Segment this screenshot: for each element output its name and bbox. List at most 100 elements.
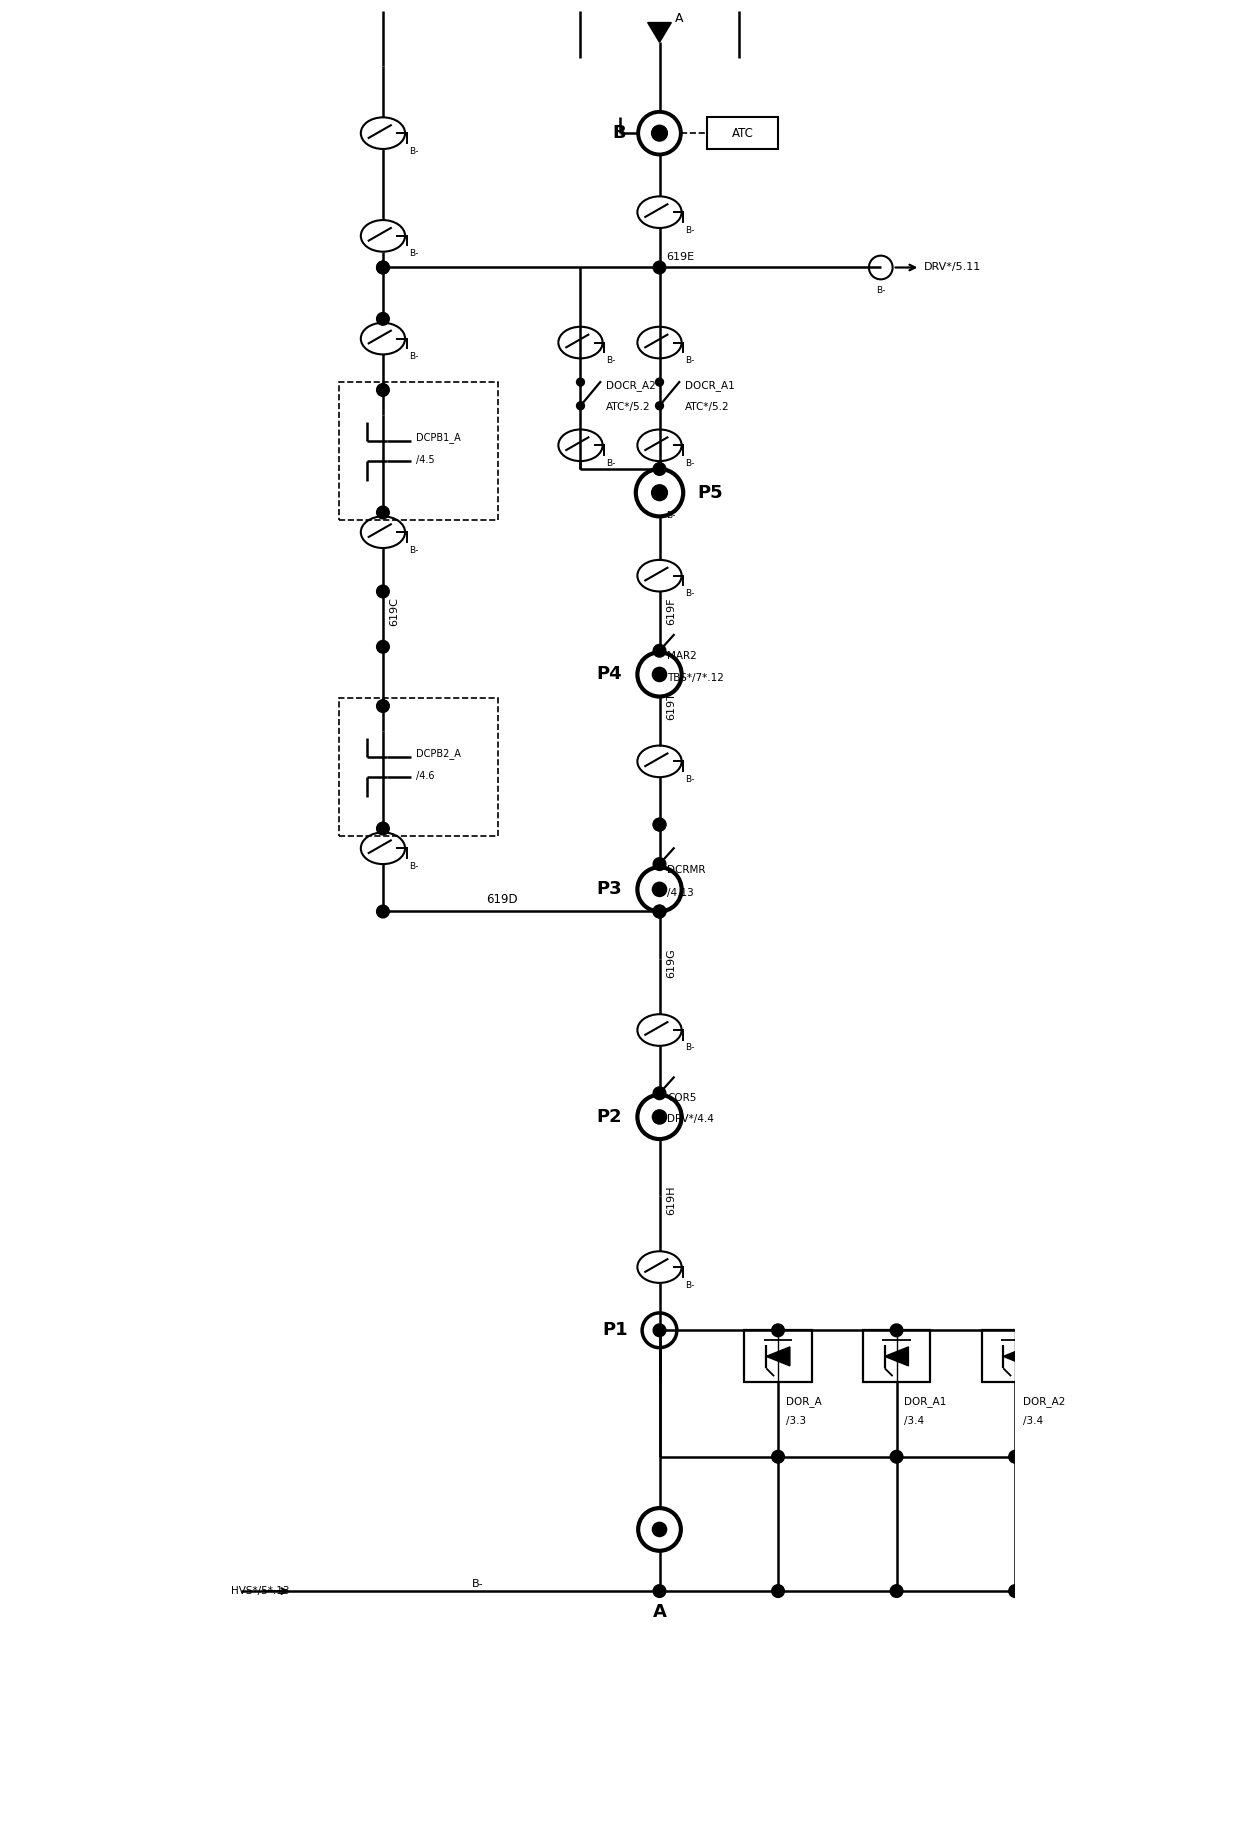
Text: B-: B-: [686, 355, 694, 365]
Text: /3.4: /3.4: [1023, 1416, 1043, 1426]
Text: TBS*/7*.12: TBS*/7*.12: [667, 673, 724, 684]
Circle shape: [656, 860, 663, 868]
Circle shape: [577, 401, 584, 410]
Circle shape: [890, 1323, 903, 1336]
Circle shape: [377, 822, 389, 835]
Text: B: B: [613, 124, 626, 142]
Text: DOR_A2: DOR_A2: [1023, 1396, 1065, 1407]
Bar: [982, 1331, 1049, 1382]
Text: DRV*/5.11: DRV*/5.11: [924, 263, 982, 272]
Circle shape: [653, 819, 666, 831]
Text: P3: P3: [596, 881, 621, 899]
Circle shape: [653, 1325, 665, 1336]
Circle shape: [653, 1323, 666, 1336]
Text: DCPB1_A: DCPB1_A: [417, 432, 461, 443]
Circle shape: [653, 261, 666, 273]
Text: /3.3: /3.3: [786, 1416, 806, 1426]
Circle shape: [771, 1323, 785, 1336]
Text: P5: P5: [697, 483, 723, 501]
Circle shape: [656, 1090, 663, 1097]
Text: B-: B-: [686, 226, 694, 235]
Text: /4.5: /4.5: [417, 454, 435, 465]
Bar: [340, 383, 497, 520]
Text: HVS*/5*.13: HVS*/5*.13: [231, 1586, 290, 1597]
Text: ATC: ATC: [732, 126, 754, 140]
Text: /3.4: /3.4: [904, 1416, 925, 1426]
Circle shape: [377, 700, 389, 713]
Text: B-: B-: [606, 355, 616, 365]
Circle shape: [771, 1451, 785, 1464]
Circle shape: [377, 585, 389, 598]
Text: B-: B-: [877, 286, 885, 295]
Circle shape: [890, 1584, 903, 1597]
Text: COR5: COR5: [667, 1094, 697, 1103]
Text: 619H: 619H: [666, 1185, 676, 1214]
Text: B-: B-: [686, 459, 694, 469]
Circle shape: [652, 882, 667, 897]
Circle shape: [890, 1451, 903, 1464]
Text: B-: B-: [686, 589, 694, 598]
Circle shape: [377, 507, 389, 520]
Circle shape: [653, 906, 666, 917]
Circle shape: [1009, 1451, 1022, 1464]
Text: B-: B-: [409, 352, 418, 361]
Circle shape: [653, 1087, 666, 1099]
Polygon shape: [766, 1347, 790, 1365]
Polygon shape: [1003, 1347, 1027, 1365]
Text: 619T: 619T: [666, 693, 676, 720]
Text: /4.6: /4.6: [417, 771, 435, 780]
Polygon shape: [884, 1347, 909, 1365]
Text: B-: B-: [409, 146, 418, 155]
Text: P2: P2: [596, 1108, 621, 1127]
Circle shape: [656, 401, 663, 410]
Circle shape: [653, 1584, 666, 1597]
Text: B-: B-: [686, 775, 694, 784]
Text: DOCR_A2: DOCR_A2: [606, 381, 656, 392]
Text: B-: B-: [409, 250, 418, 259]
Text: DOR_A1: DOR_A1: [904, 1396, 947, 1407]
Circle shape: [377, 383, 389, 396]
Text: 619G: 619G: [666, 948, 676, 977]
Circle shape: [652, 1522, 667, 1537]
Text: A: A: [676, 13, 683, 26]
Bar: [707, 117, 777, 149]
Text: B-: B-: [686, 1280, 694, 1289]
Text: ATC*/5.2: ATC*/5.2: [606, 403, 651, 412]
Circle shape: [771, 1584, 785, 1597]
Text: B-: B-: [666, 510, 676, 520]
Text: DRV*/4.4: DRV*/4.4: [667, 1114, 714, 1125]
Circle shape: [653, 819, 666, 831]
Circle shape: [377, 906, 389, 917]
Text: P1: P1: [603, 1322, 627, 1340]
Text: 619C: 619C: [389, 596, 399, 625]
Text: MAR2: MAR2: [667, 651, 697, 662]
Text: A: A: [652, 1602, 666, 1621]
Polygon shape: [647, 22, 671, 42]
Text: B-: B-: [409, 862, 418, 871]
Text: /4.13: /4.13: [667, 888, 694, 899]
Text: DCPB2_A: DCPB2_A: [417, 747, 461, 758]
Circle shape: [653, 463, 666, 476]
Bar: [744, 1331, 812, 1382]
Circle shape: [377, 312, 389, 324]
Text: B-: B-: [686, 1043, 694, 1052]
Circle shape: [653, 644, 666, 656]
Text: 619F: 619F: [666, 598, 676, 625]
Circle shape: [651, 485, 667, 501]
Text: ATC*/5.2: ATC*/5.2: [684, 403, 729, 412]
Text: B-: B-: [606, 459, 616, 469]
Circle shape: [1009, 1584, 1022, 1597]
Circle shape: [652, 667, 667, 682]
Circle shape: [652, 1110, 667, 1125]
Circle shape: [651, 126, 667, 140]
Circle shape: [377, 640, 389, 653]
Circle shape: [656, 647, 663, 654]
Text: 619E: 619E: [666, 252, 694, 263]
Bar: [340, 698, 497, 837]
Circle shape: [653, 859, 666, 870]
Text: DCRMR: DCRMR: [667, 866, 706, 875]
Circle shape: [577, 377, 584, 386]
Text: DOCR_A1: DOCR_A1: [684, 381, 734, 392]
Text: P4: P4: [596, 665, 621, 684]
Text: B-: B-: [472, 1579, 484, 1590]
